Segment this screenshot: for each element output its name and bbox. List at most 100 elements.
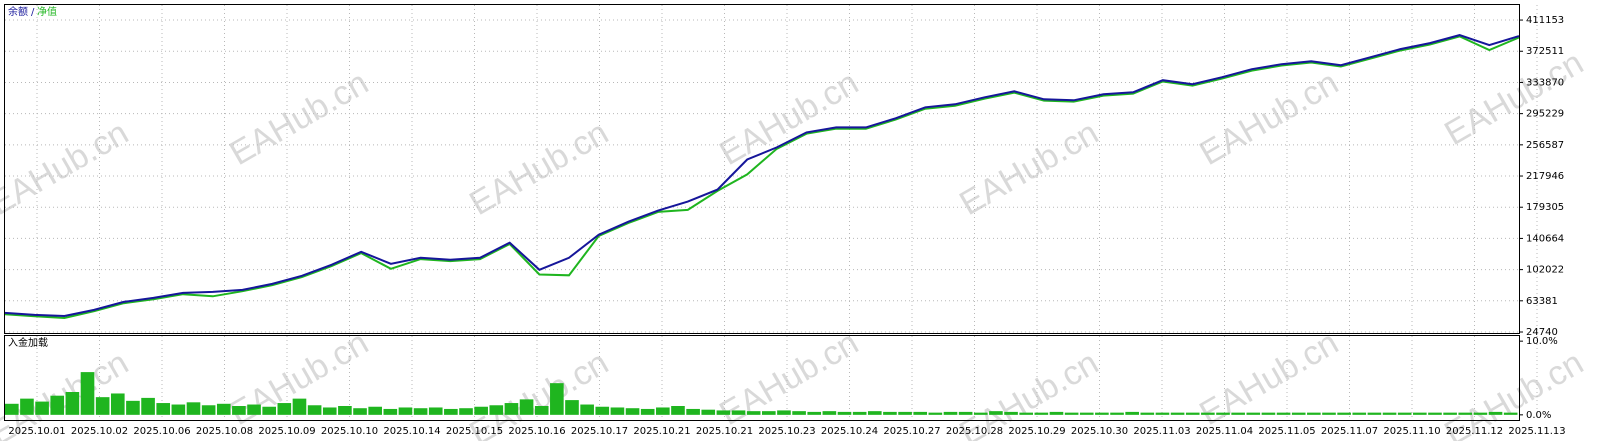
bar [867,411,882,415]
bar [746,411,761,415]
bar [1458,412,1473,415]
bar [186,402,201,415]
bar [777,410,791,415]
y-tick-label: 256587 [1526,140,1564,151]
bar [1473,412,1488,415]
x-tick-label: 2025.10.01 [8,426,65,437]
bar [95,397,110,415]
bar [519,399,534,415]
bar [1488,411,1503,415]
bar [1201,412,1215,415]
bar [353,408,367,415]
y-tick-label: 24740 [1526,327,1558,338]
x-tick-label: 2025.10.21 [696,426,753,437]
bar [1170,412,1185,415]
marks [4,34,1520,415]
y-tick-label: 217946 [1526,171,1564,182]
legend-separator: / [31,7,35,18]
bar [883,411,897,415]
bar [1155,412,1170,415]
x-tick-label: 2025.10.29 [1008,426,1065,437]
bar [383,408,398,415]
x-tick-label: 2025.10.28 [946,426,1003,437]
bar [1004,411,1018,415]
bar [686,408,700,415]
panel-title: 入金加载 [8,336,48,349]
bar [762,411,776,415]
bar [110,393,125,415]
bar [1428,412,1442,415]
y-tick-label: 63381 [1526,296,1558,307]
bar [277,403,292,415]
bar [1322,412,1336,415]
x-tick-label: 2025.10.23 [758,426,815,437]
y-tick-label: 411153 [1526,15,1564,26]
bar [307,405,322,415]
x-tick-label: 2025.10.21 [633,426,690,437]
bar [65,392,80,415]
bar [504,403,519,415]
bar [322,407,337,415]
y-tick-label: 333870 [1526,77,1564,88]
bar [1034,412,1049,415]
x-tick-label: 2025.10.16 [508,426,565,437]
bar [731,410,746,415]
bar [80,372,95,415]
bar [716,410,731,415]
bar [1246,412,1261,415]
bar [459,408,473,415]
bar [428,407,443,415]
bar [1140,412,1155,415]
line-series [4,35,1520,320]
bar [444,408,458,415]
bar [171,404,186,415]
bar [837,411,852,415]
x-tick-label: 2025.10.30 [1071,426,1128,437]
bar [1064,412,1079,415]
x-tick-label: 2025.10.09 [258,426,315,437]
y-tick-label: 295229 [1526,109,1564,120]
bar [701,409,716,415]
bar [792,411,806,415]
x-tick-label: 2025.11.12 [1446,426,1503,437]
bar [413,408,428,415]
bar [625,408,640,415]
x-tick-label: 2025.10.08 [196,426,253,437]
bar [913,411,928,415]
y-tick-label: 0.0% [1526,410,1551,421]
bar [822,411,837,415]
bar [338,406,352,415]
x-tick-label: 2025.11.10 [1383,426,1440,437]
bar [5,403,19,415]
bar [1382,412,1397,415]
bar [671,406,685,415]
legend-equity: 净值 [37,5,57,18]
bar [807,411,822,415]
bar [1261,412,1276,415]
bar [141,397,155,415]
bar [262,406,277,415]
bar [610,407,625,415]
bar [989,411,1003,415]
bar [1397,412,1412,415]
bar [656,407,670,415]
bar [1095,412,1109,415]
bar [1443,412,1457,415]
x-tick-label: 2025.10.15 [446,426,503,437]
y-tick-label: 10.0% [1526,336,1558,347]
y-tick-label: 102022 [1526,265,1564,276]
bar [126,400,140,415]
line-series [4,34,1520,318]
bar [1307,412,1321,415]
bar [580,404,594,415]
bar [156,403,171,415]
bar [50,395,65,415]
legend-balance: 余额 [8,5,28,18]
x-tick-label: 2025.10.10 [321,426,378,437]
bar [565,400,579,415]
bar [201,405,216,415]
bar [1503,412,1518,415]
x-tick-label: 2025.10.14 [383,426,440,437]
bar [489,405,504,415]
